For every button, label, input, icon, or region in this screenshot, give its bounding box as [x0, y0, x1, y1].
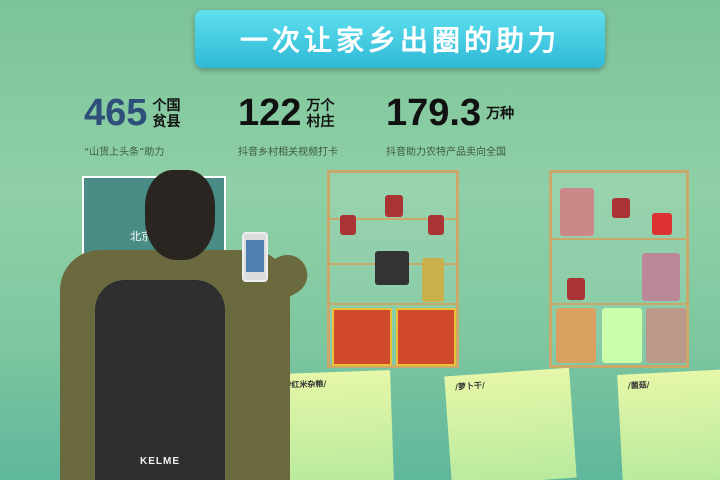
smartphone [242, 232, 268, 282]
person-photographing: KELME [60, 170, 320, 480]
stat-unit: 个国贫县 [152, 97, 181, 130]
stat-caption: 抖音乡村相关视频打卡 [238, 147, 338, 158]
backpack: KELME [95, 280, 225, 480]
stat-unit: 万个村庄 [306, 97, 335, 130]
info-card: /萝卜干/ [444, 367, 577, 480]
stat-number: 465 [84, 92, 148, 134]
stat-products: 179.3 万种 抖音助力农特产品卖向全国 [386, 92, 516, 158]
stat-villages: 122 万个村庄 抖音乡村相关视频打卡 [238, 92, 338, 158]
stat-counties: 465 个国贫县 “山货上头条”助力 [84, 92, 183, 158]
stat-number: 179.3 [386, 92, 482, 134]
stat-unit: 万种 [486, 105, 515, 122]
stat-number: 122 [238, 92, 302, 134]
card-title: /菌菇/ [627, 380, 650, 391]
info-card: /菌菇/ [617, 369, 720, 480]
banner-title: 一次让家乡出圈的助力 [195, 10, 605, 68]
stat-caption: “山货上头条”助力 [84, 147, 165, 158]
backpack-brand: KELME [140, 456, 180, 467]
product-shelf [327, 170, 459, 368]
product-shelf [549, 170, 689, 368]
stat-caption: 抖音助力农特产品卖向全国 [386, 147, 506, 158]
card-title: /萝卜干/ [454, 380, 486, 392]
